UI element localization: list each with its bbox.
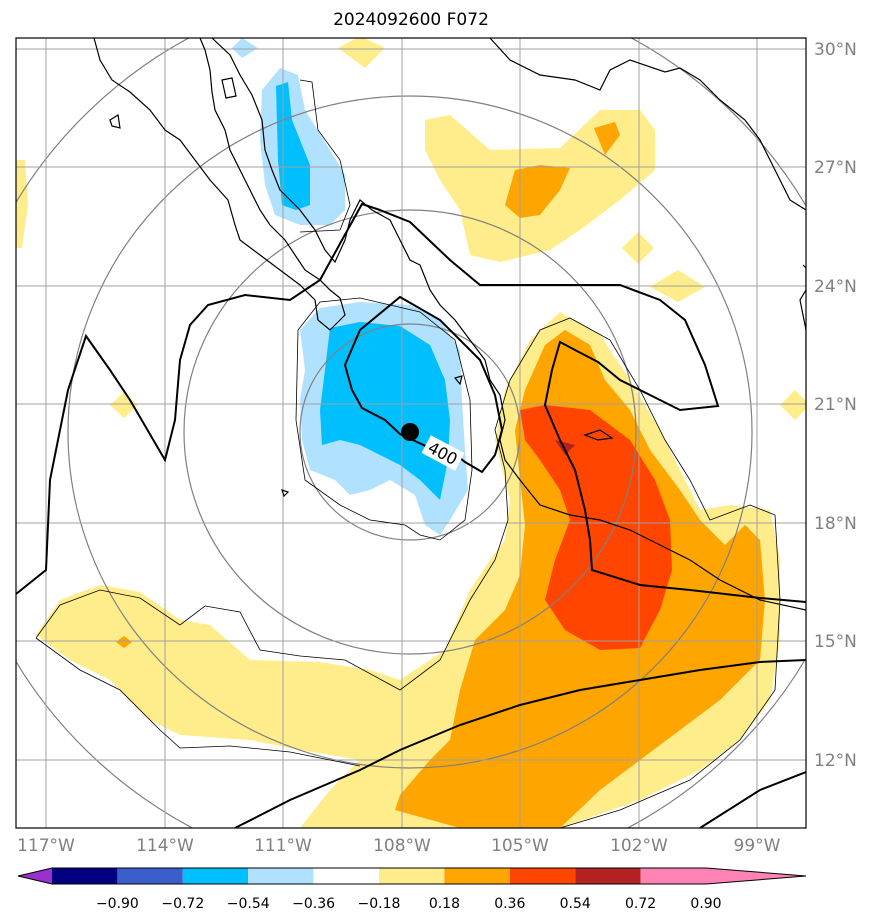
lon-label: 117°W bbox=[17, 836, 75, 856]
lon-label: 105°W bbox=[491, 836, 549, 856]
colorbar-tick: 0.90 bbox=[690, 896, 721, 912]
lat-label: 21°N bbox=[814, 395, 857, 415]
shade-dark-red bbox=[555, 440, 575, 455]
graticule bbox=[16, 38, 806, 828]
colorbar-bin bbox=[117, 868, 183, 884]
colorbar-tick: −0.54 bbox=[227, 896, 270, 912]
colorbar-tick: −0.18 bbox=[358, 896, 401, 912]
colorbar-tick: −0.90 bbox=[96, 896, 139, 912]
colorbar-bin bbox=[509, 868, 576, 884]
colorbar-bin bbox=[444, 868, 510, 884]
lat-label: 15°N bbox=[814, 632, 857, 652]
lat-label: 30°N bbox=[814, 40, 857, 60]
thick-contours bbox=[16, 202, 806, 828]
colorbar-tick: 0.72 bbox=[625, 896, 656, 912]
lat-label: 12°N bbox=[814, 751, 857, 771]
colorbar-bin bbox=[248, 868, 314, 884]
colorbar-tick: −0.36 bbox=[292, 896, 335, 912]
colorbar-tick: 0.54 bbox=[560, 896, 591, 912]
lat-label: 18°N bbox=[814, 514, 857, 534]
lat-label: 27°N bbox=[814, 158, 857, 178]
lon-label: 102°W bbox=[610, 836, 668, 856]
colorbar-bin bbox=[313, 868, 379, 884]
colorbar-outline bbox=[17, 867, 807, 885]
colorbar-arrow-left bbox=[18, 868, 52, 884]
colorbar-tick: −0.72 bbox=[161, 896, 204, 912]
colorbar-tick: 0.36 bbox=[494, 896, 525, 912]
range-rings bbox=[16, 38, 806, 828]
lon-label: 114°W bbox=[136, 836, 194, 856]
colorbar-bin bbox=[182, 868, 249, 884]
colorbar-bin bbox=[640, 868, 706, 884]
shade-sky-blue bbox=[276, 82, 450, 500]
latitude-labels: 30°N 27°N 24°N 21°N 18°N 15°N 12°N bbox=[814, 40, 857, 771]
lat-label: 24°N bbox=[814, 277, 857, 297]
colorbar-tick: 0.18 bbox=[429, 896, 460, 912]
lon-label: 111°W bbox=[254, 836, 312, 856]
colorbar-bin bbox=[575, 868, 641, 884]
storm-center-marker bbox=[401, 423, 419, 441]
map-title: 2024092600 F072 bbox=[333, 10, 489, 30]
lon-label: 99°W bbox=[734, 836, 781, 856]
colorbar-bin bbox=[379, 868, 445, 884]
map-frame bbox=[15, 37, 807, 829]
lon-label: 108°W bbox=[373, 836, 431, 856]
colorbar-bin bbox=[52, 868, 118, 884]
longitude-labels: 117°W 114°W 111°W 108°W 105°W 102°W 99°W bbox=[17, 836, 781, 856]
colorbar-arrow-right bbox=[706, 868, 806, 884]
colorbar: −0.90 −0.72 −0.54 −0.36 −0.18 0.18 0.36 … bbox=[17, 867, 807, 912]
shade-red-orange bbox=[520, 405, 672, 650]
